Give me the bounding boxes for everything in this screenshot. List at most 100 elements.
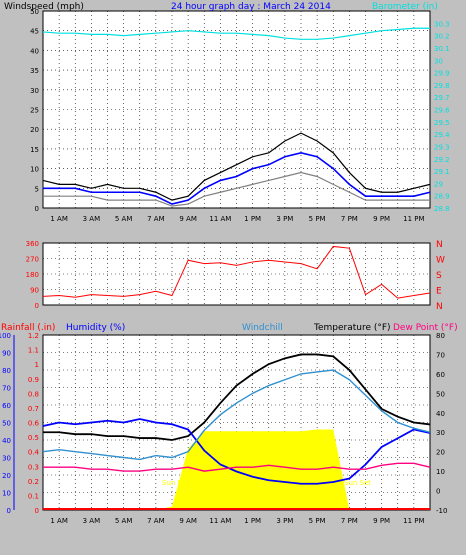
series-wind-direction — [42, 245, 431, 299]
barometer-ylabel: Barometer (in) — [372, 2, 438, 12]
rainfall-ytick-label: 0.8 — [28, 390, 39, 398]
hour-tick-label: 3 AM — [83, 215, 101, 223]
hour-tick-label: 9 AM — [179, 215, 197, 223]
hour-tick-label: 7 PM — [341, 517, 358, 525]
humidity-ytick-label: 80 — [2, 367, 11, 375]
temp-ytick-label: 70 — [436, 351, 445, 359]
rainfall-ytick-label: 0.6 — [28, 420, 40, 428]
wind-ytick-label: 30 — [30, 87, 39, 95]
barometer-ytick-label: 28.9 — [434, 193, 450, 201]
series-speed — [43, 171, 430, 207]
wind-ytick-label: 0 — [35, 205, 39, 213]
wind-ytick-label: 5 — [35, 185, 39, 193]
temp-ytick-label: 20 — [436, 449, 445, 457]
compass-label: N — [436, 302, 443, 312]
humidity-ytick-label: 0 — [7, 507, 11, 515]
rainfall-ytick-label: 1.2 — [28, 332, 39, 340]
wind-ytick-label: 45 — [30, 28, 39, 36]
barometer-ytick-label: 29.8 — [434, 82, 450, 90]
temperature-legend: Temperature (°F) — [313, 323, 391, 333]
compass-label: E — [436, 287, 442, 297]
rainfall-ytick-label: 0.5 — [28, 434, 39, 442]
barometer-ytick-label: 30 — [434, 57, 443, 65]
wind-ytick-label: 20 — [30, 126, 39, 134]
wind-ytick-label: 50 — [30, 8, 39, 16]
humidity-ylabel: Humidity (%) — [66, 323, 125, 333]
windchill-legend: Windchill — [242, 323, 283, 333]
sunrise-label: Sun Rise — [162, 479, 192, 487]
barometer-ytick-label: 29.2 — [434, 156, 450, 164]
temp-ytick-label: 0 — [436, 488, 440, 496]
hour-tick-label: 1 PM — [244, 215, 261, 223]
hour-tick-label: 1 AM — [50, 215, 68, 223]
humidity-ytick-label: 70 — [2, 385, 11, 393]
series-windchill — [42, 369, 431, 461]
hour-tick-label: 1 AM — [50, 517, 68, 525]
wind-ytick-label: 15 — [30, 146, 39, 154]
hour-tick-label: 7 AM — [147, 517, 165, 525]
temp-ytick-label: 40 — [436, 410, 445, 418]
series-gust — [42, 132, 431, 201]
series-solar — [43, 429, 430, 510]
hour-tick-label: 1 PM — [244, 517, 261, 525]
hour-tick-label: 9 PM — [373, 517, 390, 525]
compass-label: W — [436, 256, 445, 266]
barometer-ytick-label: 29.6 — [434, 107, 450, 115]
hour-tick-label: 5 AM — [115, 215, 133, 223]
rainfall-ylabel: Rainfall (.in) — [1, 323, 55, 333]
hour-tick-label: 11 AM — [209, 517, 231, 525]
rainfall-ytick-label: 1 — [35, 361, 39, 369]
barometer-ytick-label: 30.1 — [434, 45, 450, 53]
sunset-label: Sun Set — [344, 479, 371, 487]
barometer-ytick-label: 29.4 — [434, 131, 450, 139]
wind-ylabel: Windspeed (mph) — [4, 2, 84, 12]
series-average — [43, 152, 431, 205]
direction-ytick-label: 360 — [26, 240, 39, 248]
barometer-ytick-label: 29.1 — [434, 168, 450, 176]
direction-ytick-label: 90 — [30, 287, 39, 295]
hour-tick-label: 7 PM — [341, 215, 358, 223]
hour-tick-label: 9 PM — [373, 215, 390, 223]
humidity-ytick-label: 10 — [2, 490, 11, 498]
dewpoint-legend: Dew Point (°F) — [393, 323, 458, 333]
series-dew-point — [43, 462, 431, 472]
hour-tick-label: 3 PM — [276, 215, 293, 223]
wind-ytick-label: 25 — [30, 107, 39, 115]
barometer-ytick-label: 29 — [434, 180, 443, 188]
rainfall-ytick-label: 1.1 — [28, 347, 39, 355]
temp-ytick-label: 10 — [436, 468, 445, 476]
barometer-ytick-label: 30.2 — [434, 33, 450, 41]
compass-label: S — [436, 271, 442, 281]
hour-tick-label: 9 AM — [179, 517, 197, 525]
humidity-ytick-label: 60 — [2, 402, 11, 410]
rainfall-ytick-label: 0.4 — [28, 449, 40, 457]
temp-ytick-label: 30 — [436, 429, 445, 437]
barometer-ytick-label: 29.7 — [434, 94, 450, 102]
hour-tick-label: 3 AM — [83, 517, 101, 525]
hour-tick-label: 7 AM — [147, 215, 165, 223]
humidity-ytick-label: 40 — [2, 437, 11, 445]
barometer-ytick-label: 29.3 — [434, 143, 450, 151]
hour-tick-label: 5 PM — [309, 215, 326, 223]
temp-ytick-label: 60 — [436, 371, 445, 379]
barometer-ytick-label: 29.5 — [434, 119, 450, 127]
humidity-ytick-label: 90 — [2, 350, 11, 358]
humidity-ytick-label: 50 — [2, 420, 11, 428]
rainfall-ytick-label: 0.9 — [28, 376, 39, 384]
hour-tick-label: 3 PM — [276, 517, 293, 525]
direction-ytick-label: 0 — [35, 302, 39, 310]
rainfall-ytick-label: 0.1 — [28, 492, 39, 500]
hour-tick-label: 11 PM — [403, 215, 424, 223]
wind-ytick-label: 10 — [30, 166, 39, 174]
hour-tick-label: 11 AM — [209, 215, 231, 223]
series-humidity — [42, 418, 431, 485]
direction-ytick-label: 180 — [26, 271, 39, 279]
humidity-ytick-label: 100 — [0, 332, 11, 340]
hour-tick-label: 11 PM — [403, 517, 424, 525]
hour-tick-label: 5 AM — [115, 517, 133, 525]
wind-ytick-label: 40 — [30, 47, 39, 55]
barometer-ytick-label: 30.3 — [434, 20, 450, 28]
direction-ytick-label: 270 — [26, 256, 39, 264]
humidity-ytick-label: 20 — [2, 472, 11, 480]
